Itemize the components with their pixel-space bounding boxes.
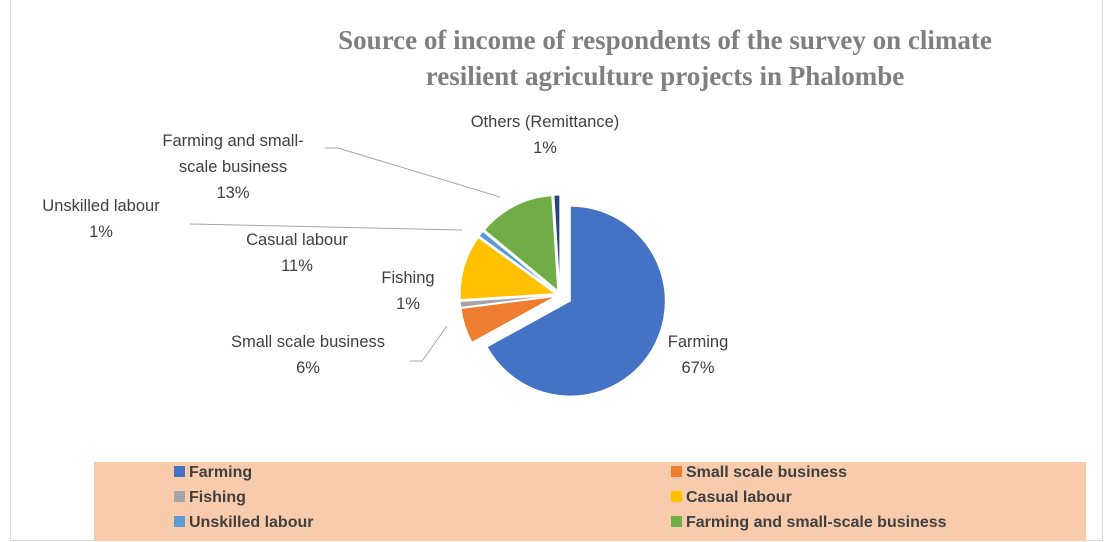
data-label-value-others-remittance: 1% [533,139,557,157]
chart-title: Source of income of respondents of the s… [230,22,1100,94]
legend-item-small-scale-business: Small scale business [671,464,847,482]
chart-title-line-1: Source of income of respondents of the s… [338,25,992,55]
legend-item-farming: Farming [174,464,252,482]
legend-swatch-farming-and-small-scale-business [671,516,682,527]
data-label-value-farming: 67% [681,359,714,377]
data-label-value-casual-labour: 11% [281,257,313,275]
data-label-name-casual-labour: Casual labour [246,231,348,249]
data-label-name-fishing: Fishing [381,269,434,287]
legend-label-farming-and-small-scale-business: Farming and small-scale business [686,514,947,531]
pie-slice-small-scale-business [460,296,556,343]
pie-chart: Farming 67% Small scale business 6% Fishing 1… [42,113,728,397]
legend-label-casual-labour: Casual labour [686,489,792,506]
pie-slice-farming [486,205,666,397]
legend-swatch-unskilled-labour [174,516,185,527]
data-label-value-small-scale-business: 6% [296,359,320,377]
chart-legend: Farming Small scale business Fishing Casual… [94,462,1086,541]
data-label-name-unskilled-labour: Unskilled labour [42,197,160,215]
pie-slice-others-remittance [553,194,561,291]
pie-slice-farming-and-small-scale-business [483,195,559,292]
data-labels: Farming 67% Small scale business 6% Fishing 1… [42,113,728,377]
data-label-value-farming-and-small-scale-business: 13% [216,184,249,202]
pie-slices [459,194,666,397]
legend-label-fishing: Fishing [189,489,246,506]
leader-line-unskilled-labour [189,223,463,231]
legend-swatch-fishing [174,491,185,502]
legend-item-casual-labour: Casual labour [671,489,792,507]
data-label-value-fishing: 1% [396,295,420,313]
legend-label-small-scale-business: Small scale business [686,464,847,481]
legend-swatch-small-scale-business [671,466,682,477]
pie-slice-fishing [459,294,556,308]
pie-slice-casual-labour [459,237,557,301]
data-label-name-farming-and-small-scale-business: scale business [179,158,287,176]
data-label-name-farming-and-small-scale-business: Farming and small- [162,132,303,150]
legend-label-farming: Farming [189,464,253,481]
legend-item-farming-and-small-scale-business: Farming and small-scale business [671,514,947,532]
legend-swatch-farming [174,466,185,477]
legend-swatch-casual-labour [671,491,682,502]
data-label-name-others-remittance: Others (Remittance) [471,113,620,131]
data-label-value-unskilled-labour: 1% [89,223,113,241]
legend-label-unskilled-labour: Unskilled labour [189,514,314,531]
leader-line-farming-and-small-scale-business [325,147,501,198]
data-label-name-farming: Farming [668,333,729,351]
leader-lines [189,147,501,362]
pie-slice-unskilled-labour [478,230,557,293]
legend-item-fishing: Fishing [174,489,246,507]
data-label-name-small-scale-business: Small scale business [231,333,385,351]
legend-item-unskilled-labour: Unskilled labour [174,514,313,532]
leader-line-small-scale-business [410,325,448,362]
chart-title-line-2: resilient agriculture projects in Phalom… [425,61,905,91]
